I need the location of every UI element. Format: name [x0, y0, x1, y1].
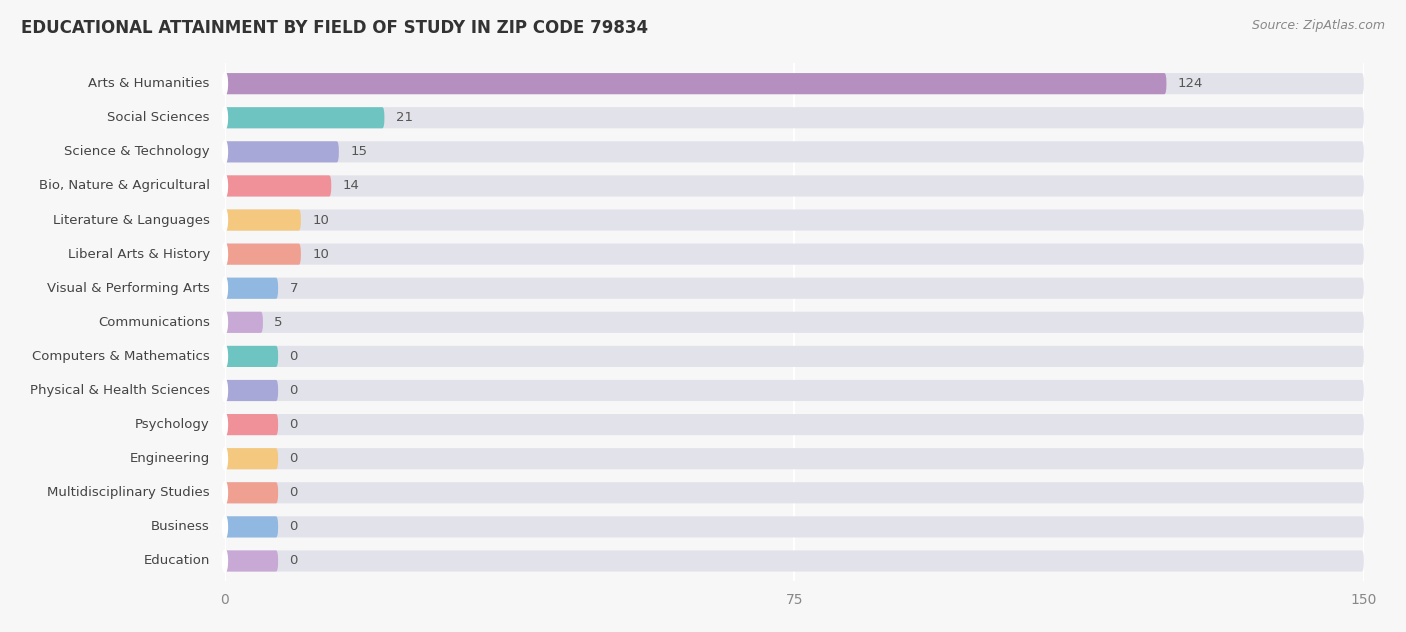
Circle shape	[222, 482, 228, 504]
FancyBboxPatch shape	[225, 142, 339, 162]
FancyBboxPatch shape	[225, 175, 1364, 197]
FancyBboxPatch shape	[225, 550, 1364, 571]
Text: 0: 0	[290, 350, 298, 363]
Circle shape	[222, 413, 228, 435]
FancyBboxPatch shape	[225, 380, 1364, 401]
Text: Computers & Mathematics: Computers & Mathematics	[32, 350, 209, 363]
Text: Education: Education	[143, 554, 209, 568]
Text: 5: 5	[274, 316, 283, 329]
FancyBboxPatch shape	[225, 107, 1364, 128]
FancyBboxPatch shape	[225, 550, 278, 571]
FancyBboxPatch shape	[225, 277, 278, 299]
FancyBboxPatch shape	[225, 73, 1167, 94]
FancyBboxPatch shape	[225, 482, 278, 503]
FancyBboxPatch shape	[225, 312, 263, 333]
FancyBboxPatch shape	[225, 448, 278, 470]
FancyBboxPatch shape	[225, 380, 278, 401]
FancyBboxPatch shape	[225, 346, 278, 367]
Text: Communications: Communications	[98, 316, 209, 329]
Circle shape	[222, 107, 228, 129]
Text: 14: 14	[343, 179, 360, 192]
Circle shape	[222, 73, 228, 95]
Text: 0: 0	[290, 418, 298, 431]
FancyBboxPatch shape	[225, 209, 301, 231]
Text: 10: 10	[312, 214, 329, 226]
FancyBboxPatch shape	[225, 243, 301, 265]
FancyBboxPatch shape	[225, 414, 278, 435]
FancyBboxPatch shape	[225, 516, 1364, 537]
Text: Liberal Arts & History: Liberal Arts & History	[67, 248, 209, 260]
Text: Science & Technology: Science & Technology	[65, 145, 209, 159]
Text: 124: 124	[1178, 77, 1204, 90]
Circle shape	[222, 311, 228, 334]
Circle shape	[222, 379, 228, 401]
FancyBboxPatch shape	[225, 414, 1364, 435]
Text: Bio, Nature & Agricultural: Bio, Nature & Agricultural	[39, 179, 209, 192]
Text: 7: 7	[290, 282, 298, 295]
Text: 10: 10	[312, 248, 329, 260]
Circle shape	[222, 209, 228, 231]
Circle shape	[222, 243, 228, 265]
Text: 0: 0	[290, 384, 298, 397]
Circle shape	[222, 141, 228, 163]
Text: EDUCATIONAL ATTAINMENT BY FIELD OF STUDY IN ZIP CODE 79834: EDUCATIONAL ATTAINMENT BY FIELD OF STUDY…	[21, 19, 648, 37]
FancyBboxPatch shape	[225, 142, 1364, 162]
Text: Physical & Health Sciences: Physical & Health Sciences	[30, 384, 209, 397]
Text: Source: ZipAtlas.com: Source: ZipAtlas.com	[1251, 19, 1385, 32]
FancyBboxPatch shape	[225, 107, 384, 128]
Circle shape	[222, 345, 228, 368]
Text: Business: Business	[150, 520, 209, 533]
Text: Arts & Humanities: Arts & Humanities	[89, 77, 209, 90]
FancyBboxPatch shape	[225, 346, 1364, 367]
FancyBboxPatch shape	[225, 73, 1364, 94]
FancyBboxPatch shape	[225, 482, 1364, 503]
Circle shape	[222, 516, 228, 538]
Text: Multidisciplinary Studies: Multidisciplinary Studies	[48, 486, 209, 499]
Text: Social Sciences: Social Sciences	[107, 111, 209, 125]
Text: 15: 15	[350, 145, 367, 159]
Circle shape	[222, 277, 228, 300]
FancyBboxPatch shape	[225, 243, 1364, 265]
FancyBboxPatch shape	[225, 175, 332, 197]
Text: Literature & Languages: Literature & Languages	[53, 214, 209, 226]
Circle shape	[222, 447, 228, 470]
Text: 0: 0	[290, 486, 298, 499]
FancyBboxPatch shape	[225, 209, 1364, 231]
Text: Visual & Performing Arts: Visual & Performing Arts	[46, 282, 209, 295]
Text: 0: 0	[290, 520, 298, 533]
Text: Psychology: Psychology	[135, 418, 209, 431]
Text: 0: 0	[290, 453, 298, 465]
Text: 0: 0	[290, 554, 298, 568]
Circle shape	[222, 550, 228, 572]
FancyBboxPatch shape	[225, 277, 1364, 299]
FancyBboxPatch shape	[225, 312, 1364, 333]
FancyBboxPatch shape	[225, 448, 1364, 470]
Text: 21: 21	[396, 111, 413, 125]
FancyBboxPatch shape	[225, 516, 278, 537]
Circle shape	[222, 175, 228, 197]
Text: Engineering: Engineering	[129, 453, 209, 465]
